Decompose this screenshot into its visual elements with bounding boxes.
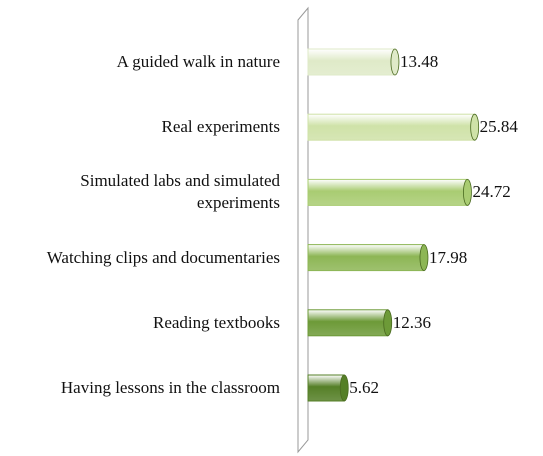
category-label: Reading textbooks (152, 312, 280, 332)
bar (307, 374, 345, 402)
value-label: 13.48 (399, 52, 439, 71)
value-label: 25.84 (479, 117, 518, 137)
value-label: 5.62 (349, 378, 379, 397)
bar-cap (470, 113, 480, 141)
axis-wall (297, 6, 309, 454)
bar (307, 48, 396, 76)
category-label: Simulated labs and simulated experiments (80, 171, 280, 213)
value-label: 17.98 (428, 247, 468, 267)
category-label: A guided walk in nature (116, 52, 280, 71)
value-label: 24.72 (472, 182, 511, 202)
value-label: 12.36 (392, 312, 431, 332)
bar-cap (419, 244, 429, 272)
bar-cap (339, 374, 349, 402)
bar (307, 113, 476, 141)
bar (307, 178, 468, 206)
bar (307, 309, 389, 337)
bar (307, 244, 425, 272)
bar-cap (463, 178, 472, 206)
category-label: Having lessons in the classroom (60, 378, 280, 397)
category-label: Watching clips and documentaries (46, 247, 280, 267)
bar-cap (383, 309, 393, 337)
bar-cap (390, 48, 400, 76)
category-label: Real experiments (161, 117, 281, 137)
